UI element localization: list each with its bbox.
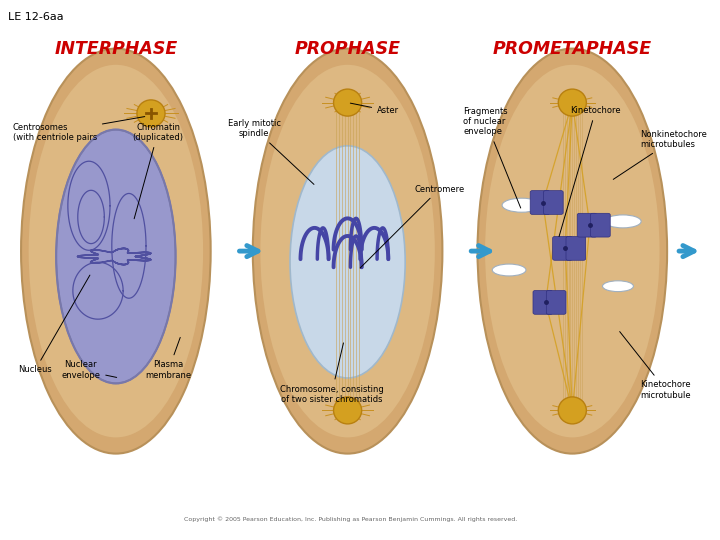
Text: Kinetochore
microtubule: Kinetochore microtubule: [620, 332, 691, 400]
Ellipse shape: [558, 89, 586, 116]
FancyBboxPatch shape: [530, 191, 550, 214]
Text: Kinetochore: Kinetochore: [559, 106, 621, 237]
Ellipse shape: [333, 89, 361, 116]
Ellipse shape: [29, 65, 203, 437]
FancyBboxPatch shape: [553, 237, 572, 260]
Ellipse shape: [477, 49, 667, 454]
FancyBboxPatch shape: [566, 237, 585, 260]
Text: Nucleus: Nucleus: [18, 275, 90, 374]
Text: PROPHASE: PROPHASE: [294, 39, 400, 58]
Text: Aster: Aster: [351, 103, 399, 115]
Text: Early mitotic
spindle: Early mitotic spindle: [228, 119, 314, 184]
Text: Nonkinetochore
microtubules: Nonkinetochore microtubules: [613, 130, 707, 179]
FancyBboxPatch shape: [590, 213, 611, 237]
Ellipse shape: [56, 130, 176, 383]
Ellipse shape: [605, 215, 641, 228]
Text: Nuclear
envelope: Nuclear envelope: [61, 360, 117, 380]
Ellipse shape: [492, 264, 526, 276]
Text: PROMETAPHASE: PROMETAPHASE: [492, 39, 652, 58]
Ellipse shape: [485, 65, 660, 437]
Text: Copyright © 2005 Pearson Education, Inc. Publishing as Pearson Benjamin Cummings: Copyright © 2005 Pearson Education, Inc.…: [184, 517, 518, 522]
Text: Centrosomes
(with centriole pairs: Centrosomes (with centriole pairs: [13, 117, 145, 142]
Ellipse shape: [558, 397, 586, 424]
Ellipse shape: [333, 397, 361, 424]
Ellipse shape: [253, 49, 442, 454]
Ellipse shape: [290, 146, 405, 378]
FancyBboxPatch shape: [577, 213, 597, 237]
Ellipse shape: [137, 100, 165, 127]
Text: LE 12-6aa: LE 12-6aa: [9, 12, 64, 22]
Text: INTERPHASE: INTERPHASE: [54, 39, 178, 58]
Ellipse shape: [21, 49, 211, 454]
Text: Chromosome, consisting
of two sister chromatids: Chromosome, consisting of two sister chr…: [279, 343, 383, 404]
Text: Fragments
of nuclear
envelope: Fragments of nuclear envelope: [464, 106, 521, 208]
Text: Centromere: Centromere: [360, 185, 464, 268]
Ellipse shape: [261, 65, 435, 437]
Text: Plasma
membrane: Plasma membrane: [145, 338, 192, 380]
FancyBboxPatch shape: [546, 291, 566, 314]
Ellipse shape: [603, 281, 634, 292]
FancyBboxPatch shape: [533, 291, 553, 314]
FancyBboxPatch shape: [544, 191, 563, 214]
Ellipse shape: [502, 198, 541, 212]
Text: Chromatin
(duplicated): Chromatin (duplicated): [132, 123, 184, 219]
